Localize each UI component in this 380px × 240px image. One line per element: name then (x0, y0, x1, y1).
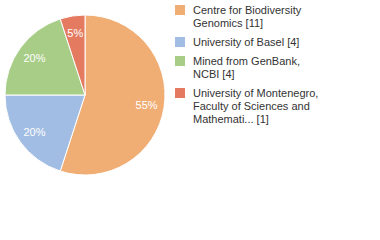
svg-text:20%: 20% (24, 52, 46, 64)
html-text:University of Montenegro, Facu: University of Montenegro, Faculty of Sci… (193, 87, 319, 125)
svg-text:55%: 55% (136, 99, 158, 111)
html-text:Mined from GenBank, NCBI [4]: Mined from GenBank, NCBI [4] (193, 55, 300, 80)
html-text:University of Basel [4]: University of Basel [4] (193, 36, 300, 48)
svg-text:20%: 20% (24, 126, 46, 138)
html-text:Centre for Biodiversity Genomi: Centre for Biodiversity Genomics [11] (193, 4, 302, 29)
svg-text:5%: 5% (67, 27, 83, 39)
